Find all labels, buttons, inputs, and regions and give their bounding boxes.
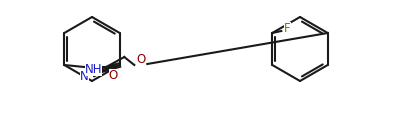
Text: N: N	[80, 69, 89, 82]
Text: F: F	[284, 22, 291, 35]
Text: O: O	[109, 69, 118, 82]
Text: NH: NH	[85, 63, 102, 76]
Text: O: O	[137, 53, 146, 66]
